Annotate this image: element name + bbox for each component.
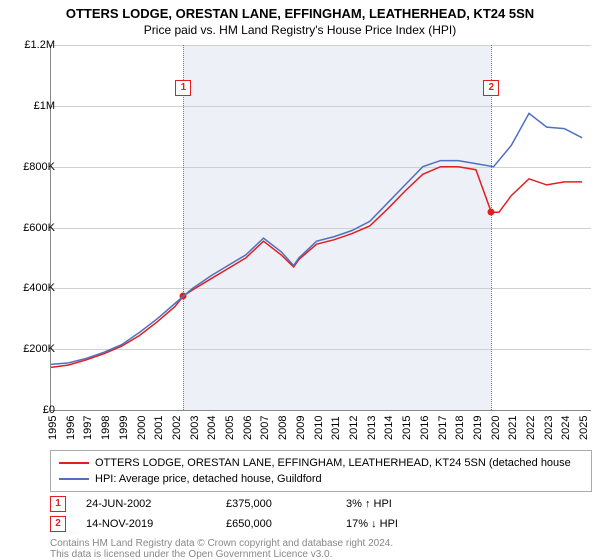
x-axis-label: 2002 [171,416,183,440]
x-axis-label: 2008 [277,416,289,440]
legend-swatch [59,462,89,464]
y-axis-label: £400K [23,282,55,294]
transactions-table: 1 24-JUN-2002£375,0003% ↑ HPI 2 14-NOV-2019… [50,494,590,534]
x-axis-label: 2000 [136,416,148,440]
x-axis-label: 2012 [348,416,360,440]
transaction-marker: 2 [50,516,66,532]
transaction-date: 14-NOV-2019 [86,518,226,530]
x-axis-label: 1999 [118,416,130,440]
transaction-row: 2 14-NOV-2019£650,00017% ↓ HPI [50,514,590,534]
x-axis-label: 2003 [189,416,201,440]
chart-legend: OTTERS LODGE, ORESTAN LANE, EFFINGHAM, L… [50,450,592,492]
transaction-price: £375,000 [226,498,346,510]
footer-text: Contains HM Land Registry data © Crown c… [50,538,393,560]
x-axis-label: 2019 [472,416,484,440]
series-line [51,113,582,364]
y-axis-label: £800K [23,161,55,173]
x-axis-label: 2005 [224,416,236,440]
footer-line2: This data is licensed under the Open Gov… [50,549,393,560]
x-axis-label: 2016 [419,416,431,440]
footer-line1: Contains HM Land Registry data © Crown c… [50,538,393,549]
legend-swatch [59,478,89,480]
transaction-delta: 17% ↓ HPI [346,518,398,530]
y-axis-label: £1.2M [24,39,55,51]
legend-item: OTTERS LODGE, ORESTAN LANE, EFFINGHAM, L… [59,455,583,471]
x-axis-label: 1996 [65,416,77,440]
x-axis-label: 2023 [543,416,555,440]
x-axis-label: 2021 [507,416,519,440]
x-axis-label: 2004 [206,416,218,440]
chart-title: OTTERS LODGE, ORESTAN LANE, EFFINGHAM, L… [0,0,600,21]
x-axis-label: 2011 [330,416,342,440]
x-axis-label: 1995 [47,416,59,440]
chart-subtitle: Price paid vs. HM Land Registry's House … [0,21,600,37]
transaction-row: 1 24-JUN-2002£375,0003% ↑ HPI [50,494,590,514]
transaction-delta: 3% ↑ HPI [346,498,392,510]
x-axis-label: 2017 [437,416,449,440]
y-axis-label: £600K [23,222,55,234]
x-axis-label: 2018 [454,416,466,440]
y-axis-label: £1M [34,100,55,112]
legend-item: HPI: Average price, detached house, Guil… [59,471,583,487]
x-axis-label: 2009 [295,416,307,440]
x-axis-label: 1997 [82,416,94,440]
x-axis-label: 1998 [100,416,112,440]
x-axis-label: 2013 [366,416,378,440]
chart-lines [51,45,591,410]
x-axis-label: 2025 [578,416,590,440]
transaction-date: 24-JUN-2002 [86,498,226,510]
legend-text: HPI: Average price, detached house, Guil… [95,473,322,485]
y-axis-label: £200K [23,343,55,355]
x-axis-label: 2022 [525,416,537,440]
transaction-price: £650,000 [226,518,346,530]
series-line [51,167,582,368]
x-axis-label: 2024 [560,416,572,440]
x-axis-label: 2010 [313,416,325,440]
transaction-marker: 1 [50,496,66,512]
legend-text: OTTERS LODGE, ORESTAN LANE, EFFINGHAM, L… [95,457,571,469]
chart-plot-area: 12 [50,45,591,411]
x-axis-label: 2014 [383,416,395,440]
x-axis-label: 2015 [401,416,413,440]
x-axis-label: 2001 [153,416,165,440]
chart-container: OTTERS LODGE, ORESTAN LANE, EFFINGHAM, L… [0,0,600,560]
y-axis-label: £0 [43,404,55,416]
x-axis-label: 2020 [490,416,502,440]
x-axis-label: 2007 [259,416,271,440]
x-axis-label: 2006 [242,416,254,440]
